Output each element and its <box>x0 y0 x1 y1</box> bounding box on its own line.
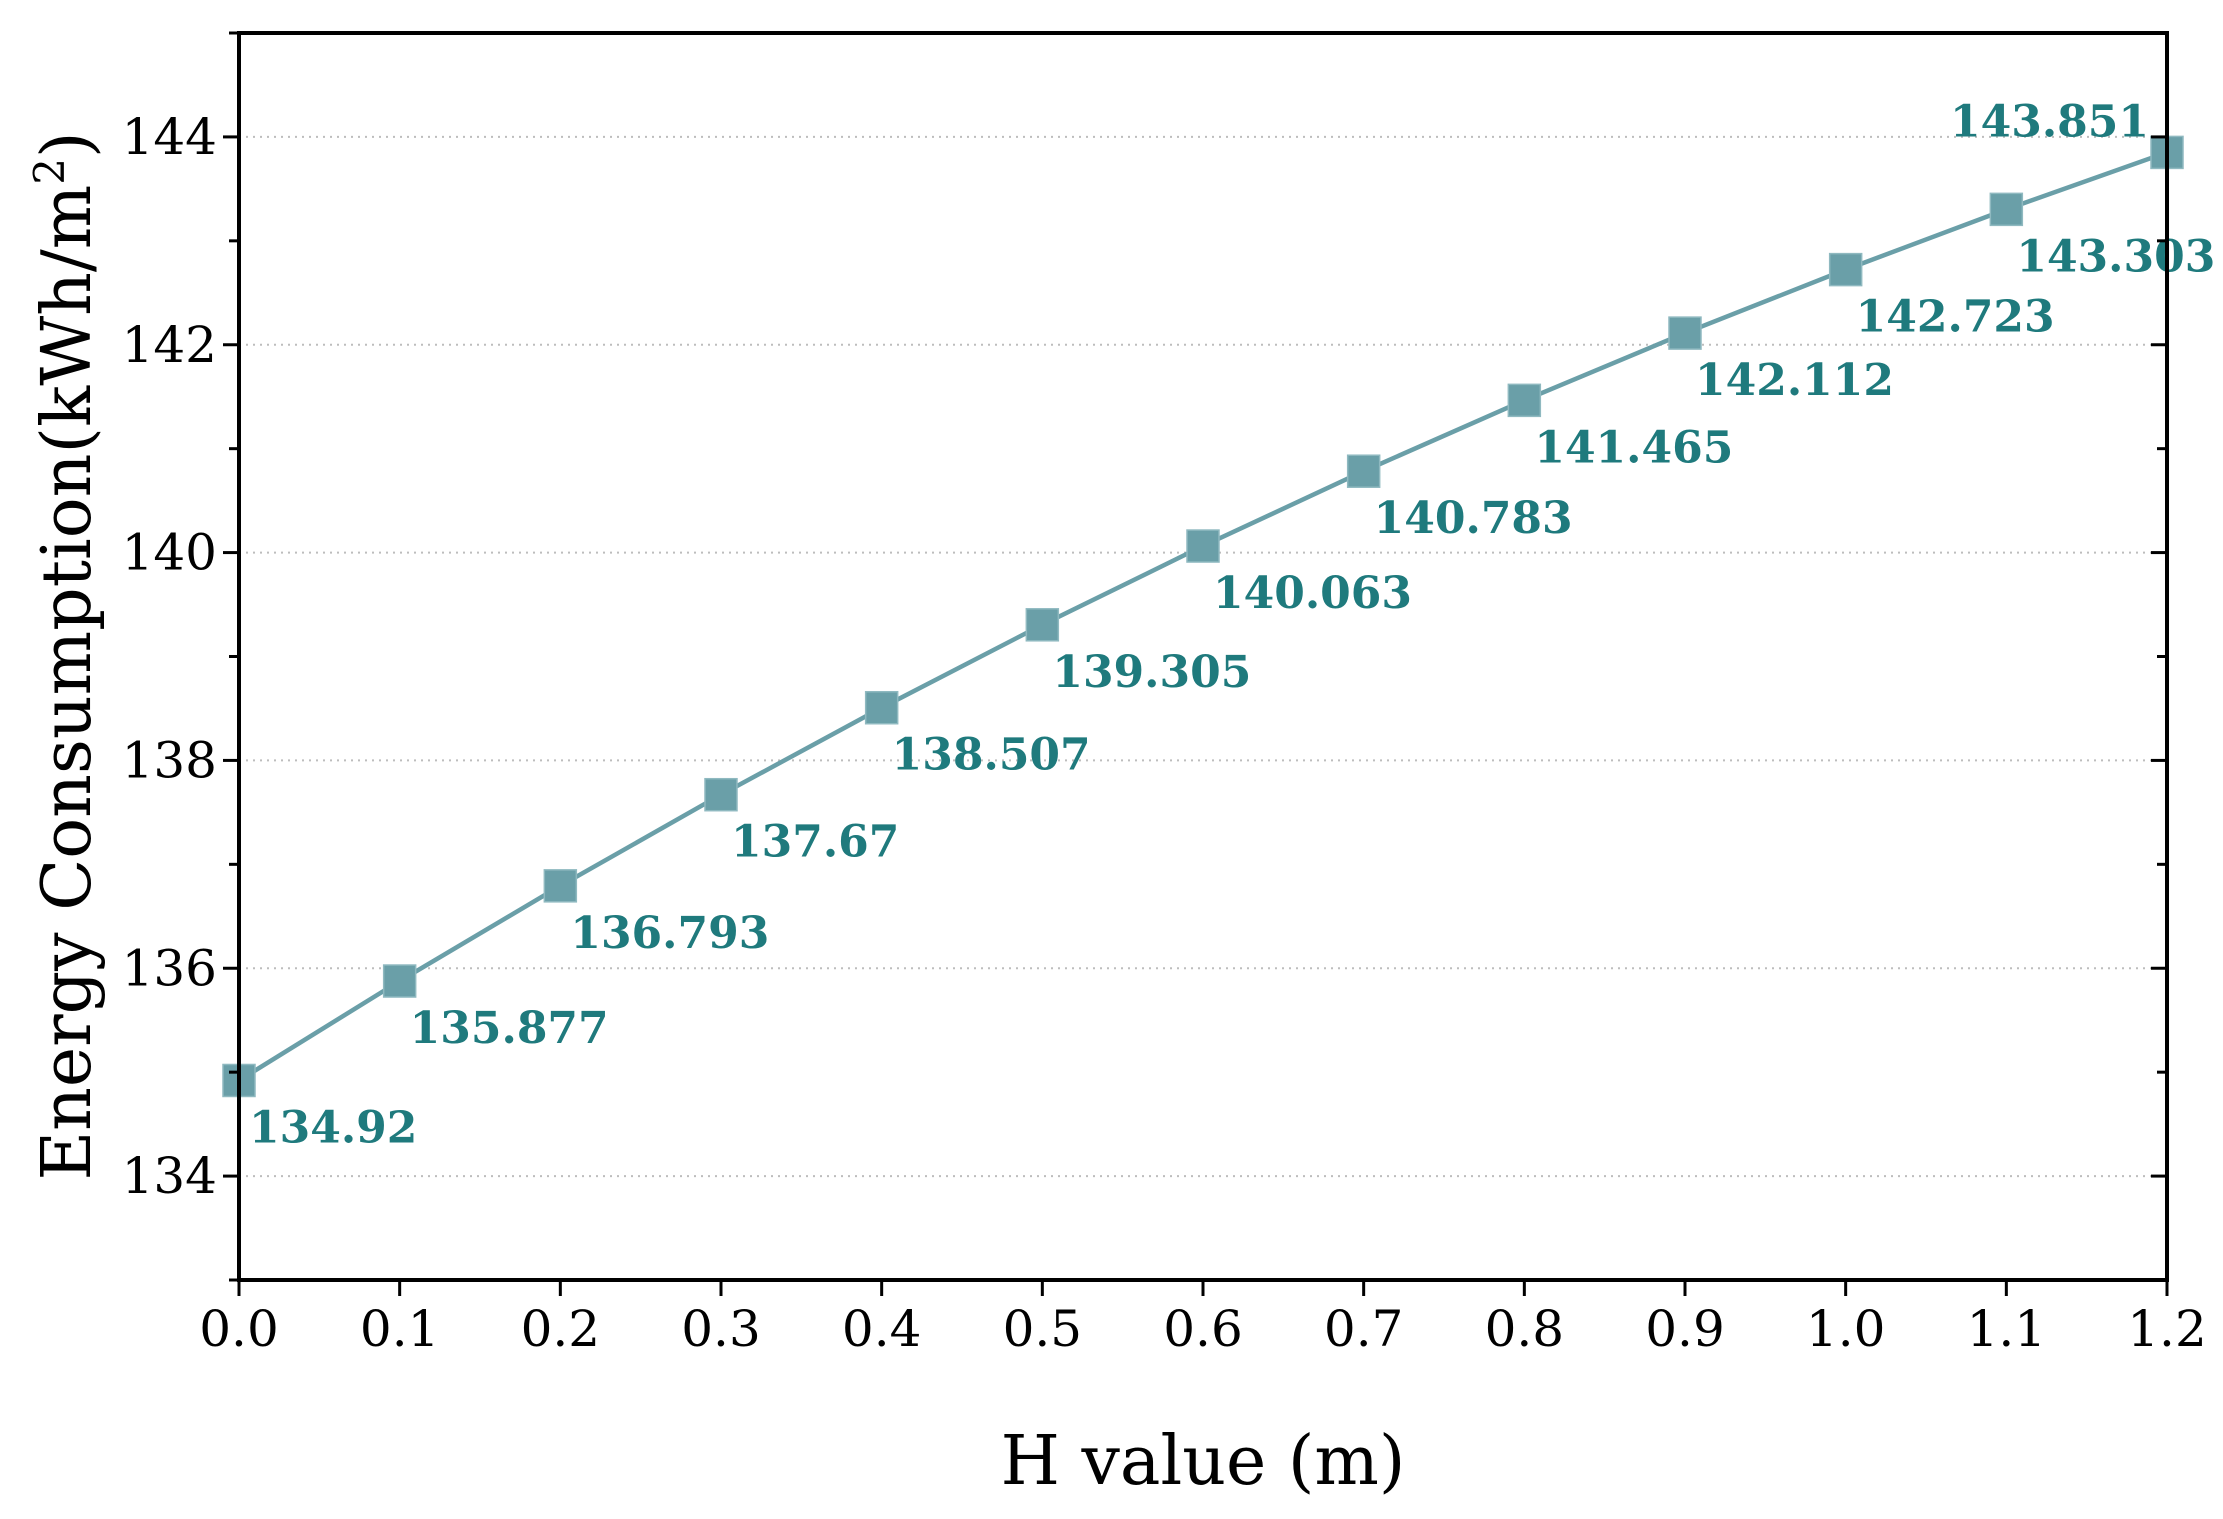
x-tick-label: 0.9 <box>1645 1300 1725 1358</box>
data-label: 140.783 <box>1374 493 1573 544</box>
y-tick-label: 144 <box>122 108 217 166</box>
y-tick-label: 140 <box>122 524 217 582</box>
data-point-marker <box>1989 192 2024 227</box>
series-layer <box>222 135 2184 1098</box>
data-point-marker <box>864 690 899 725</box>
data-label: 138.507 <box>892 730 1091 781</box>
x-tick-label: 0.3 <box>681 1300 761 1358</box>
data-point-marker <box>1507 383 1542 418</box>
x-tick-label: 0.5 <box>1003 1300 1083 1358</box>
data-labels: 134.92 135.877 136.793 137.67 138.507 139.305… <box>249 96 2215 1153</box>
data-point-marker <box>1668 316 1702 350</box>
data-label: 142.723 <box>1856 292 2055 343</box>
axis-ticks: 134 136 138 140 142 144 0.0 0.1 0.2 0.3 0.4 0.5 0.6 0… <box>122 31 2207 1358</box>
x-tick-label: 1.1 <box>1967 1300 2047 1358</box>
x-tick-label: 1.0 <box>1806 1300 1886 1358</box>
x-tick-label: 0.0 <box>199 1300 279 1358</box>
data-point-marker <box>1828 252 1863 287</box>
data-label: 136.793 <box>570 908 769 959</box>
data-point-marker <box>1186 529 1220 563</box>
y-axis-title: Energy Consumption(kWh/m2) <box>25 131 107 1180</box>
data-point-marker <box>704 777 738 812</box>
y-tick-label: 134 <box>122 1147 217 1205</box>
data-point-marker <box>382 964 417 998</box>
y-tick-label: 142 <box>122 316 217 374</box>
data-label: 140.063 <box>1213 568 1412 619</box>
data-label: 139.305 <box>1052 647 1251 698</box>
data-label: 134.92 <box>249 1102 417 1153</box>
y-tick-label: 136 <box>122 939 217 997</box>
data-label: 142.112 <box>1695 355 1894 406</box>
x-axis-title: H value (m) <box>1001 1422 1406 1501</box>
y-tick-label: 138 <box>122 731 217 789</box>
data-point-marker <box>1346 454 1381 488</box>
x-tick-label: 0.8 <box>1485 1300 1565 1358</box>
x-tick-label: 0.2 <box>521 1300 601 1358</box>
data-label: 137.67 <box>731 817 899 868</box>
y-axis-title-close: ) <box>28 131 107 158</box>
data-label: 135.877 <box>410 1003 609 1054</box>
x-tick-label: 0.6 <box>1163 1300 1243 1358</box>
x-tick-label: 0.1 <box>360 1300 440 1358</box>
x-tick-label: 0.4 <box>842 1300 922 1358</box>
data-label: 143.303 <box>2016 231 2215 282</box>
x-tick-label: 1.2 <box>2127 1300 2207 1358</box>
data-point-marker <box>1025 608 1060 642</box>
data-point-marker <box>543 869 578 903</box>
x-tick-label: 0.7 <box>1324 1300 1404 1358</box>
data-label: 143.851 <box>1950 96 2149 147</box>
y-axis-title-superscript: 2 <box>25 158 74 185</box>
data-label: 141.465 <box>1534 422 1733 473</box>
y-axis-title-main: Energy Consumption(kWh/m <box>28 185 107 1181</box>
